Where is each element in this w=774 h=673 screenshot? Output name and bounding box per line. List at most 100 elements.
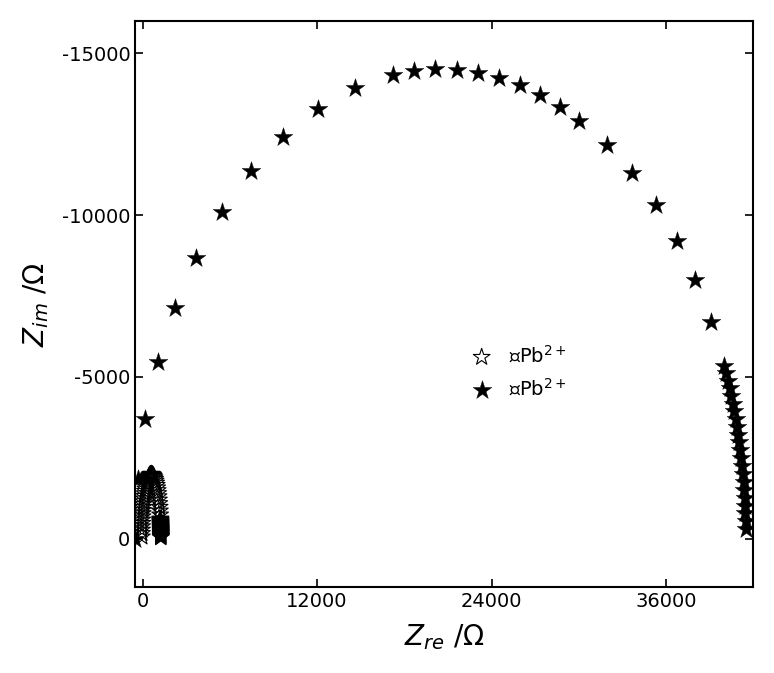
无Pb$^{2+}$ xyxy=(154,513,166,524)
有Pb$^{2+}$ xyxy=(724,383,736,394)
无Pb$^{2+}$ xyxy=(141,476,153,487)
无Pb$^{2+}$ xyxy=(146,469,158,480)
无Pb$^{2+}$ xyxy=(142,474,154,485)
无Pb$^{2+}$ xyxy=(154,514,166,525)
无Pb$^{2+}$ xyxy=(155,532,167,543)
无Pb$^{2+}$ xyxy=(154,520,166,530)
有Pb$^{2+}$ xyxy=(132,473,144,484)
有Pb$^{2+}$ xyxy=(626,168,639,178)
无Pb$^{2+}$ xyxy=(138,493,150,504)
有Pb$^{2+}$ xyxy=(534,90,546,100)
无Pb$^{2+}$ xyxy=(135,528,148,539)
无Pb$^{2+}$ xyxy=(139,488,151,499)
无Pb$^{2+}$ xyxy=(155,527,167,538)
无Pb$^{2+}$ xyxy=(139,483,152,494)
Legend: 无Pb$^{2+}$, 有Pb$^{2+}$: 无Pb$^{2+}$, 有Pb$^{2+}$ xyxy=(461,335,577,409)
无Pb$^{2+}$ xyxy=(144,470,156,481)
X-axis label: $Z_{re}$ /Ω: $Z_{re}$ /Ω xyxy=(404,623,485,652)
无Pb$^{2+}$ xyxy=(154,519,166,530)
无Pb$^{2+}$ xyxy=(155,527,167,538)
无Pb$^{2+}$ xyxy=(138,491,150,501)
无Pb$^{2+}$ xyxy=(155,526,167,537)
无Pb$^{2+}$ xyxy=(155,531,167,542)
无Pb$^{2+}$ xyxy=(155,525,167,536)
无Pb$^{2+}$ xyxy=(144,469,156,480)
有Pb$^{2+}$ xyxy=(408,66,420,77)
有Pb$^{2+}$ xyxy=(169,303,181,314)
有Pb$^{2+}$ xyxy=(730,414,742,425)
无Pb$^{2+}$ xyxy=(155,522,167,532)
无Pb$^{2+}$ xyxy=(137,499,149,509)
无Pb$^{2+}$ xyxy=(149,474,161,485)
无Pb$^{2+}$ xyxy=(154,517,166,528)
无Pb$^{2+}$ xyxy=(154,515,166,526)
有Pb$^{2+}$ xyxy=(277,131,289,142)
无Pb$^{2+}$ xyxy=(154,518,166,529)
无Pb$^{2+}$ xyxy=(154,516,166,526)
无Pb$^{2+}$ xyxy=(155,524,167,534)
无Pb$^{2+}$ xyxy=(155,522,167,533)
有Pb$^{2+}$ xyxy=(387,70,399,81)
无Pb$^{2+}$ xyxy=(147,470,159,481)
无Pb$^{2+}$ xyxy=(146,468,158,479)
有Pb$^{2+}$ xyxy=(429,64,441,75)
有Pb$^{2+}$ xyxy=(728,406,741,417)
无Pb$^{2+}$ xyxy=(137,502,149,513)
无Pb$^{2+}$ xyxy=(152,485,164,496)
有Pb$^{2+}$ xyxy=(152,357,164,367)
有Pb$^{2+}$ xyxy=(739,516,752,527)
无Pb$^{2+}$ xyxy=(149,476,162,487)
无Pb$^{2+}$ xyxy=(155,531,167,542)
有Pb$^{2+}$ xyxy=(553,102,566,112)
有Pb$^{2+}$ xyxy=(139,414,152,425)
有Pb$^{2+}$ xyxy=(348,83,361,94)
无Pb$^{2+}$ xyxy=(155,530,167,540)
有Pb$^{2+}$ xyxy=(573,115,585,126)
无Pb$^{2+}$ xyxy=(136,515,149,526)
无Pb$^{2+}$ xyxy=(135,524,148,535)
有Pb$^{2+}$ xyxy=(450,65,463,75)
无Pb$^{2+}$ xyxy=(150,480,163,491)
有Pb$^{2+}$ xyxy=(737,468,749,479)
无Pb$^{2+}$ xyxy=(142,473,154,484)
无Pb$^{2+}$ xyxy=(155,521,167,532)
无Pb$^{2+}$ xyxy=(154,518,166,528)
无Pb$^{2+}$ xyxy=(155,524,167,534)
无Pb$^{2+}$ xyxy=(155,526,167,536)
无Pb$^{2+}$ xyxy=(148,471,160,482)
无Pb$^{2+}$ xyxy=(155,526,167,536)
无Pb$^{2+}$ xyxy=(143,470,156,481)
无Pb$^{2+}$ xyxy=(136,521,149,532)
有Pb$^{2+}$ xyxy=(722,376,735,386)
无Pb$^{2+}$ xyxy=(154,520,166,531)
有Pb$^{2+}$ xyxy=(718,361,731,371)
无Pb$^{2+}$ xyxy=(152,491,165,502)
无Pb$^{2+}$ xyxy=(155,523,167,534)
有Pb$^{2+}$ xyxy=(735,445,747,456)
无Pb$^{2+}$ xyxy=(154,516,166,527)
有Pb$^{2+}$ xyxy=(689,275,701,285)
有Pb$^{2+}$ xyxy=(733,437,745,448)
有Pb$^{2+}$ xyxy=(725,391,738,402)
无Pb$^{2+}$ xyxy=(142,472,155,483)
无Pb$^{2+}$ xyxy=(138,496,150,507)
有Pb$^{2+}$ xyxy=(720,368,732,379)
无Pb$^{2+}$ xyxy=(154,505,166,516)
无Pb$^{2+}$ xyxy=(136,508,149,519)
无Pb$^{2+}$ xyxy=(139,481,152,492)
有Pb$^{2+}$ xyxy=(670,236,683,246)
有Pb$^{2+}$ xyxy=(471,67,484,78)
无Pb$^{2+}$ xyxy=(146,469,159,480)
无Pb$^{2+}$ xyxy=(137,505,149,516)
有Pb$^{2+}$ xyxy=(739,500,752,511)
有Pb$^{2+}$ xyxy=(732,429,745,440)
有Pb$^{2+}$ xyxy=(129,534,142,544)
无Pb$^{2+}$ xyxy=(154,514,166,525)
无Pb$^{2+}$ xyxy=(152,488,164,499)
无Pb$^{2+}$ xyxy=(136,511,149,522)
无Pb$^{2+}$ xyxy=(135,532,148,542)
有Pb$^{2+}$ xyxy=(738,492,751,503)
无Pb$^{2+}$ xyxy=(155,522,167,533)
无Pb$^{2+}$ xyxy=(155,529,167,540)
无Pb$^{2+}$ xyxy=(153,501,166,512)
